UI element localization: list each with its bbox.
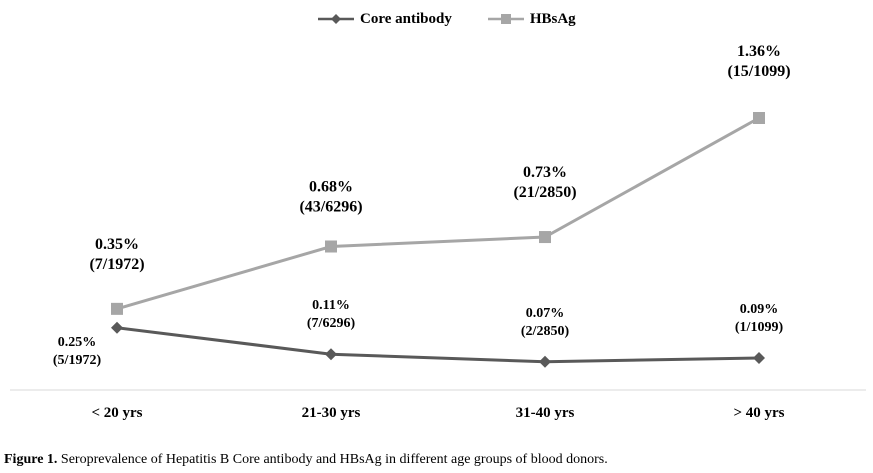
x-tick-label: > 40 yrs	[733, 405, 784, 421]
data-label: (21/2850)	[513, 184, 576, 201]
legend-label: Core antibody	[360, 10, 452, 27]
data-label: 0.07%	[526, 306, 565, 321]
line-chart: < 20 yrs 21-30 yrs 31-40 yrs > 40 yrs 0.25% (…	[10, 43, 866, 421]
data-point	[539, 355, 551, 368]
chart-legend: Core antibody HBsAg	[318, 8, 612, 30]
data-point	[539, 231, 551, 244]
data-point	[753, 351, 765, 364]
series-line	[116, 326, 760, 364]
data-label: 0.09%	[740, 302, 779, 317]
series-line	[116, 116, 760, 311]
data-label: (43/6296)	[299, 199, 362, 216]
data-label: (7/1972)	[89, 256, 144, 273]
data-label: 0.25%	[58, 335, 97, 350]
caption-prefix: Figure 1.	[4, 452, 58, 467]
data-label: (7/6296)	[307, 316, 356, 331]
figure-caption: Figure 1. Seroprevalence of Hepatitis B …	[4, 452, 608, 468]
data-point	[325, 240, 337, 253]
data-label: 0.73%	[523, 164, 567, 181]
diamond-marker-icon	[318, 14, 354, 24]
data-label: 0.11%	[312, 298, 350, 313]
data-label: 0.68%	[309, 179, 353, 196]
x-tick-label: 21-30 yrs	[302, 405, 361, 421]
data-point	[753, 112, 765, 124]
data-label: (5/1972)	[53, 353, 102, 368]
x-tick-label: 31-40 yrs	[516, 405, 575, 421]
data-label: 0.35%	[95, 236, 139, 253]
legend-label: HBsAg	[529, 10, 576, 27]
data-label: (1/1099)	[735, 320, 784, 335]
caption-text: Seroprevalence of Hepatitis B Core antib…	[57, 452, 608, 467]
square-marker-icon	[487, 14, 524, 24]
x-tick-label: < 20 yrs	[91, 405, 142, 421]
legend-item-core-antibody: Core antibody	[318, 11, 452, 28]
data-point	[111, 321, 123, 334]
data-label: (2/2850)	[521, 324, 570, 339]
legend-item-hbsag: HBsAg	[487, 10, 576, 28]
data-label: 1.36%	[737, 43, 781, 60]
data-label: (15/1099)	[727, 63, 790, 80]
data-point	[111, 302, 123, 315]
data-point	[325, 348, 337, 361]
